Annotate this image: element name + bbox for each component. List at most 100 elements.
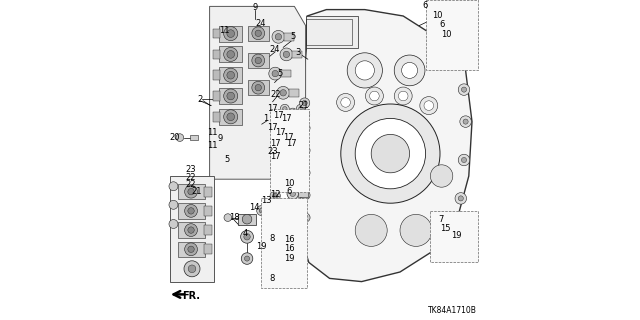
Circle shape	[241, 253, 253, 264]
Circle shape	[188, 208, 195, 214]
Circle shape	[294, 117, 304, 126]
Circle shape	[184, 224, 197, 236]
Circle shape	[227, 113, 235, 121]
Text: 5: 5	[225, 156, 230, 164]
Circle shape	[284, 251, 294, 261]
Circle shape	[458, 154, 470, 166]
Bar	[463, 236, 476, 243]
Circle shape	[169, 200, 178, 209]
Circle shape	[436, 218, 448, 229]
Polygon shape	[270, 109, 309, 192]
Circle shape	[282, 154, 287, 158]
Text: FR.: FR.	[182, 291, 200, 301]
Circle shape	[287, 245, 292, 251]
Text: 6: 6	[422, 1, 428, 10]
Circle shape	[255, 57, 262, 64]
Circle shape	[282, 165, 287, 169]
Circle shape	[271, 252, 282, 263]
Bar	[219, 88, 242, 104]
Circle shape	[341, 98, 351, 107]
Circle shape	[227, 51, 235, 58]
Circle shape	[227, 71, 235, 79]
Text: 10: 10	[441, 30, 452, 39]
Circle shape	[252, 27, 265, 40]
Text: 17: 17	[267, 104, 277, 113]
Circle shape	[224, 68, 238, 82]
Circle shape	[300, 109, 310, 120]
Circle shape	[460, 116, 471, 127]
Text: 10: 10	[433, 12, 443, 20]
Circle shape	[280, 118, 284, 122]
Circle shape	[288, 164, 297, 172]
Circle shape	[355, 214, 387, 246]
Bar	[292, 51, 302, 58]
Circle shape	[371, 134, 410, 173]
Circle shape	[224, 110, 238, 124]
Circle shape	[287, 179, 298, 191]
Bar	[204, 244, 212, 254]
Circle shape	[257, 205, 267, 216]
Circle shape	[445, 36, 451, 42]
Circle shape	[274, 238, 279, 243]
Circle shape	[369, 91, 379, 101]
Bar	[212, 70, 220, 80]
Text: 8: 8	[269, 274, 275, 283]
Circle shape	[455, 193, 467, 204]
Text: 19: 19	[451, 231, 461, 240]
Circle shape	[302, 100, 307, 106]
Circle shape	[291, 142, 295, 147]
Bar	[289, 89, 299, 97]
Bar	[219, 67, 242, 83]
Circle shape	[273, 193, 278, 198]
Text: 9: 9	[218, 134, 223, 143]
Circle shape	[463, 119, 468, 124]
Polygon shape	[306, 16, 358, 48]
Text: 17: 17	[267, 124, 277, 132]
Circle shape	[280, 163, 289, 172]
Circle shape	[452, 44, 458, 49]
Circle shape	[184, 185, 197, 198]
Bar	[281, 70, 291, 77]
Text: 22: 22	[185, 173, 196, 182]
Circle shape	[296, 139, 305, 148]
Text: 7: 7	[438, 215, 444, 224]
Text: 18: 18	[229, 213, 239, 222]
Circle shape	[290, 155, 294, 159]
Circle shape	[442, 226, 454, 238]
Circle shape	[184, 204, 197, 217]
Circle shape	[252, 81, 265, 94]
Text: 21: 21	[299, 101, 309, 110]
Circle shape	[188, 246, 195, 252]
Circle shape	[440, 220, 445, 226]
Circle shape	[290, 182, 296, 188]
Circle shape	[241, 230, 253, 243]
Bar	[460, 43, 472, 50]
Circle shape	[270, 191, 280, 201]
Circle shape	[272, 30, 285, 43]
Text: 17: 17	[275, 128, 285, 137]
Circle shape	[461, 157, 467, 163]
Circle shape	[398, 91, 408, 101]
Circle shape	[284, 235, 294, 246]
Circle shape	[224, 27, 238, 41]
Text: 15: 15	[440, 224, 451, 233]
Text: 19: 19	[284, 254, 295, 263]
Polygon shape	[301, 10, 472, 282]
Circle shape	[298, 153, 303, 157]
Text: TK84A1710B: TK84A1710B	[428, 306, 477, 315]
Circle shape	[274, 255, 279, 260]
Bar	[248, 26, 269, 41]
Bar	[178, 242, 205, 257]
Circle shape	[458, 84, 470, 95]
Circle shape	[283, 107, 287, 111]
Bar	[212, 112, 220, 122]
Circle shape	[449, 41, 460, 52]
Circle shape	[394, 87, 412, 105]
Circle shape	[394, 55, 425, 86]
Circle shape	[445, 229, 451, 235]
Circle shape	[288, 140, 297, 149]
Circle shape	[169, 182, 178, 191]
Circle shape	[340, 104, 440, 203]
Circle shape	[291, 166, 295, 170]
Circle shape	[271, 235, 282, 246]
